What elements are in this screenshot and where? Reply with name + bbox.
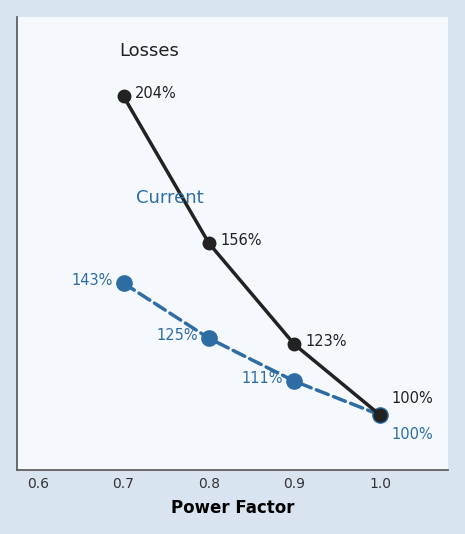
Text: 143%: 143%: [71, 273, 113, 288]
Text: Current: Current: [136, 189, 204, 207]
Text: 125%: 125%: [156, 328, 198, 343]
Text: 111%: 111%: [242, 371, 283, 386]
Text: 204%: 204%: [135, 86, 176, 101]
Text: 100%: 100%: [391, 391, 433, 406]
X-axis label: Power Factor: Power Factor: [171, 499, 294, 517]
Text: 156%: 156%: [220, 233, 262, 248]
Text: 123%: 123%: [306, 334, 347, 349]
Text: Losses: Losses: [119, 42, 179, 60]
Text: 100%: 100%: [391, 427, 433, 442]
